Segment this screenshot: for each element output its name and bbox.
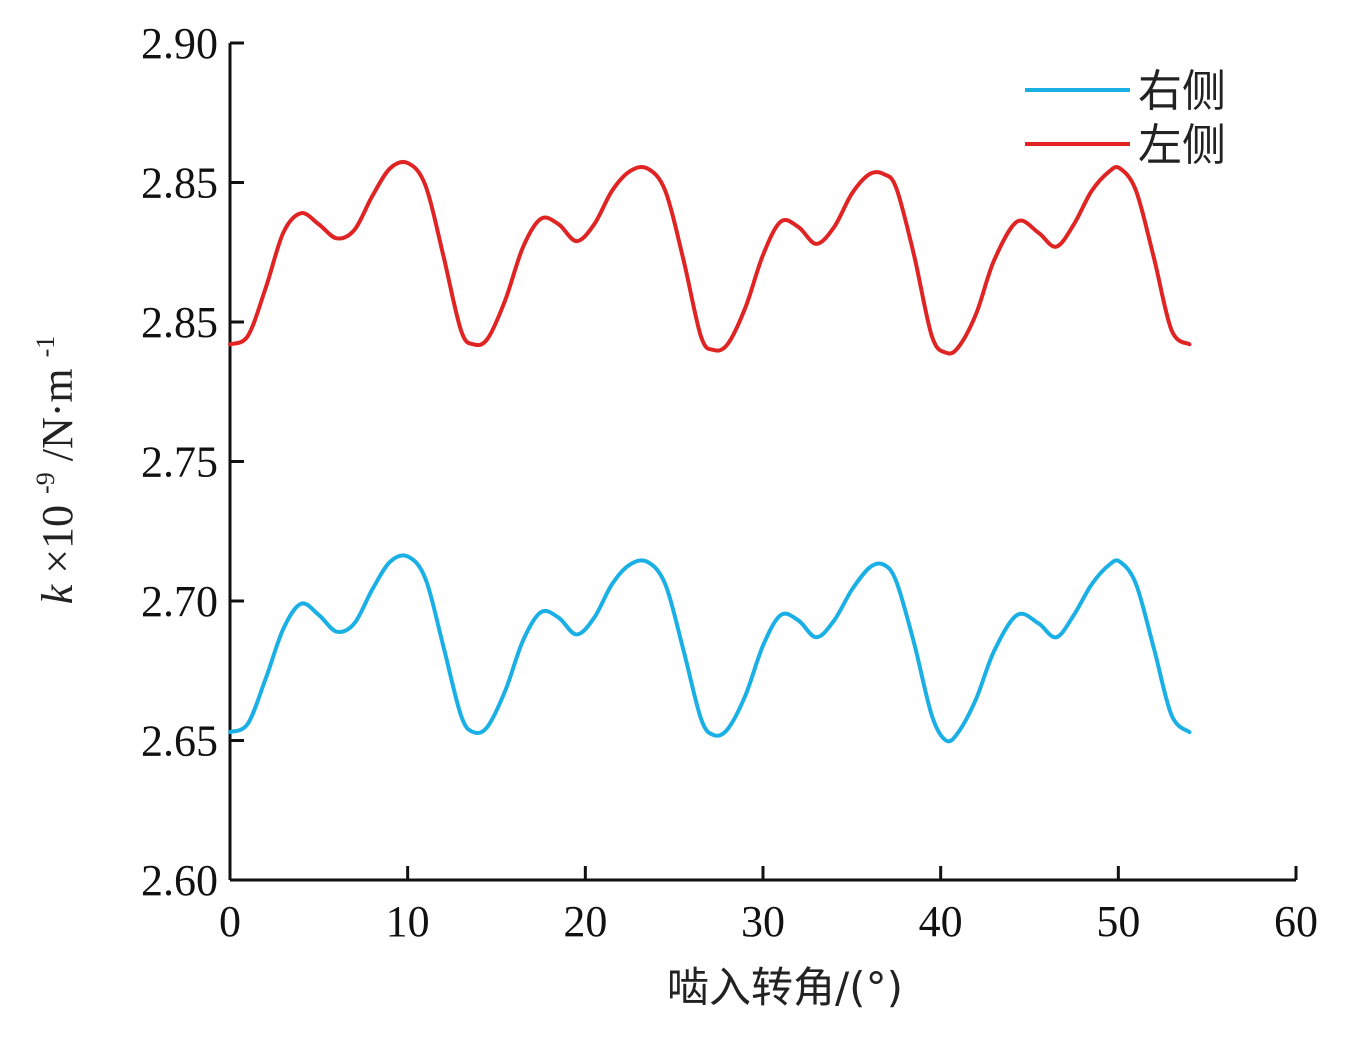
axes-group: 2.60 2.65 2.70 2.75 2.85 2.85 2.90 0 10 20 30 40 50 6…: [141, 19, 1318, 946]
series-line-1: [228, 159, 1192, 356]
x-tick-label: 20: [563, 897, 607, 946]
y-tick-label: 2.85: [141, 159, 218, 208]
x-tick-label: 40: [919, 897, 963, 946]
y-axis-label-unit: /N·m: [33, 368, 82, 461]
series-line-0: [228, 553, 1192, 744]
x-tick-label: 30: [741, 897, 785, 946]
x-tick-label: 50: [1096, 897, 1140, 946]
y-axis-label: k ×10 -9 /N·m -1: [15, 336, 82, 605]
legend-label-0: 右侧: [1138, 66, 1226, 117]
x-tick-label: 10: [386, 897, 430, 946]
x-axis-label: 啮入转角/(°): [667, 963, 903, 1012]
y-tick-label: 2.85: [141, 298, 218, 347]
series-group: [228, 159, 1192, 744]
y-tick-label: 2.90: [141, 19, 218, 68]
x-tick-label: 0: [219, 897, 241, 946]
legend-label-1: 左侧: [1138, 120, 1226, 171]
y-axis-label-k: k: [33, 583, 82, 604]
y-tick-label: 2.75: [141, 438, 218, 487]
y-tick-label: 2.60: [141, 856, 218, 905]
x-tick-label: 60: [1274, 897, 1318, 946]
y-tick-label: 2.65: [141, 717, 218, 766]
y-axis-label-mid: ×10: [33, 505, 82, 574]
y-axis-label-exp: -9: [31, 472, 60, 494]
y-tick-label: 2.70: [141, 577, 218, 626]
y-axis-label-unit-exp: -1: [31, 336, 60, 358]
